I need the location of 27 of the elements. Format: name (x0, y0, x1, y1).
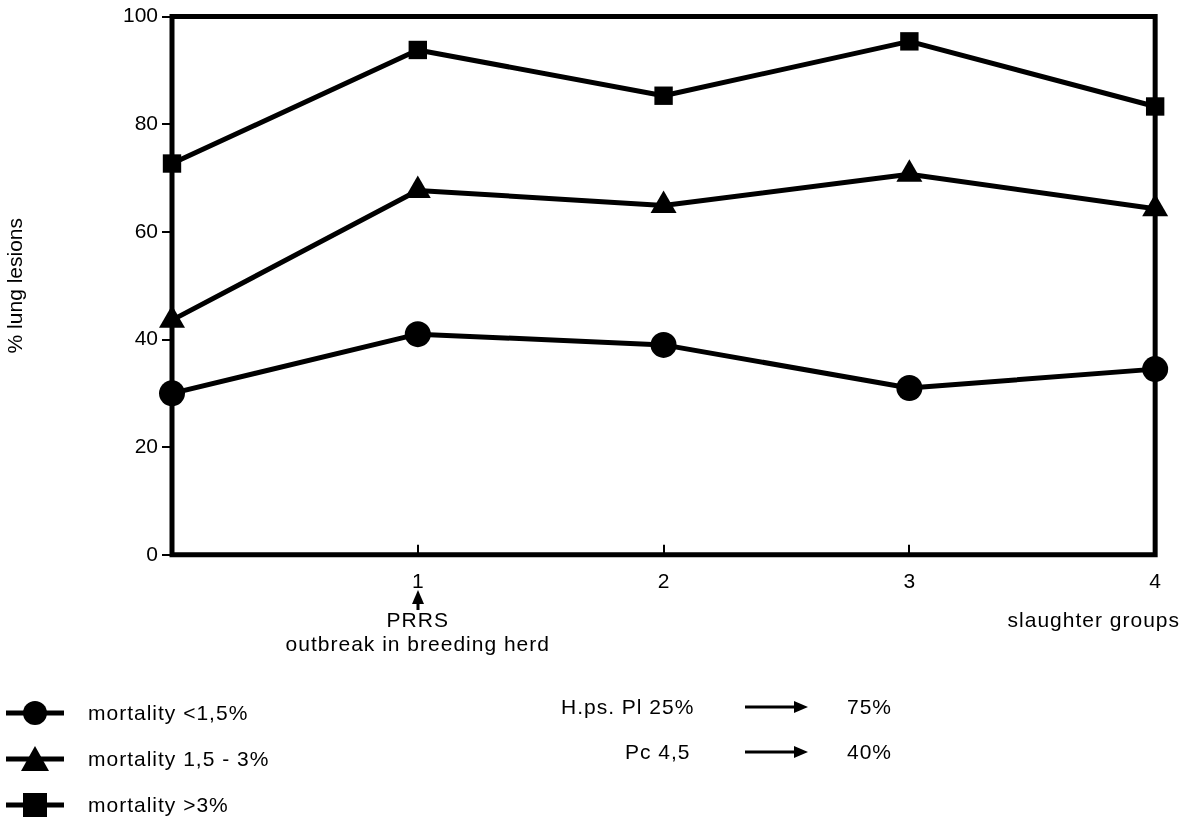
x-tick-label: 3 (903, 569, 916, 593)
point (408, 40, 427, 60)
y-tick-label: 60 (134, 218, 158, 242)
text: 75% (847, 695, 893, 719)
text: H.ps. Pl 25% (561, 695, 695, 719)
point (900, 32, 919, 51)
text: Pc 4,5 (625, 740, 691, 764)
legend-label: mortality <1,5% (88, 701, 249, 725)
legend-label: mortality 1,5 - 3% (88, 747, 270, 771)
x-tick-label: 4 (1149, 569, 1162, 593)
x-axis-title: slaughter groups (1007, 608, 1180, 632)
y-tick-label: 100 (122, 3, 158, 27)
x-tick-label: 2 (657, 569, 670, 593)
y-tick-label: 40 (134, 326, 158, 350)
point (404, 321, 431, 348)
y-axis-title: % lung lesions (3, 217, 27, 354)
legend-label: mortality >3% (88, 793, 229, 817)
point (896, 374, 923, 401)
x-tick-label: 1 (411, 569, 424, 593)
text: PRRS (386, 608, 449, 632)
y-tick-label: 20 (134, 433, 158, 457)
y-tick-label: 0 (146, 541, 158, 565)
point (650, 331, 677, 358)
text: 40% (847, 740, 893, 764)
point (654, 86, 673, 105)
text: outbreak in breeding herd (285, 632, 550, 656)
y-tick-label: 80 (134, 111, 158, 135)
